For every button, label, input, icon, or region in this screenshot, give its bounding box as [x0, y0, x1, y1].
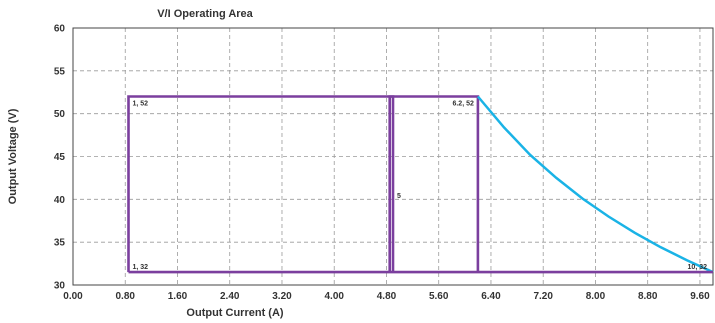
chart-title: V/I Operating Area: [157, 8, 253, 20]
y-tick-label: 50: [54, 109, 66, 120]
operating-boundary-line: [388, 95, 395, 273]
x-tick-label: 9.60: [690, 291, 710, 302]
x-tick-label: 8.80: [638, 291, 658, 302]
x-tick-label: 1.60: [168, 291, 188, 302]
x-tick-label: 6.40: [481, 291, 501, 302]
y-tick-label: 45: [54, 152, 66, 163]
annotation-layer: 1, 52 6.2, 52 1, 32 10, 32 5: [133, 101, 708, 272]
plot-frame: [72, 27, 714, 286]
x-axis-ticks: 0.00 0.80 1.60 2.40 3.20 4.00 4.80 5.60 6.40 7.20…: [63, 291, 710, 302]
x-tick-label: 0.00: [63, 291, 83, 302]
y-tick-label: 55: [54, 66, 66, 77]
x-tick-label: 5.60: [429, 291, 449, 302]
x-tick-label: 4.80: [377, 291, 397, 302]
y-tick-label: 30: [54, 281, 66, 292]
x-tick-label: 0.80: [116, 291, 136, 302]
point-label: 6.2, 52: [452, 101, 474, 108]
y-tick-label: 40: [54, 195, 66, 206]
grid: [73, 28, 713, 285]
y-tick-label: 35: [54, 238, 66, 249]
y-axis-title: Output Voltage (V): [7, 108, 19, 204]
x-tick-label: 2.40: [220, 291, 240, 302]
series-layer: [127, 95, 714, 274]
x-tick-label: 7.20: [533, 291, 553, 302]
point-label: 5: [397, 193, 401, 200]
x-tick-label: 4.00: [324, 291, 344, 302]
y-axis-ticks: 30 35 40 45 50 55 60: [54, 24, 66, 292]
point-label: 1, 52: [133, 101, 149, 108]
x-tick-label: 3.20: [272, 291, 292, 302]
x-tick-label: 8.00: [586, 291, 606, 302]
point-label: 10, 32: [688, 264, 708, 271]
y-tick-label: 60: [54, 24, 66, 35]
power-limit-curve: [476, 95, 714, 274]
x-axis-title: Output Current (A): [186, 307, 283, 319]
point-label: 1, 32: [133, 264, 149, 271]
operating-boundary-line: [127, 95, 480, 273]
